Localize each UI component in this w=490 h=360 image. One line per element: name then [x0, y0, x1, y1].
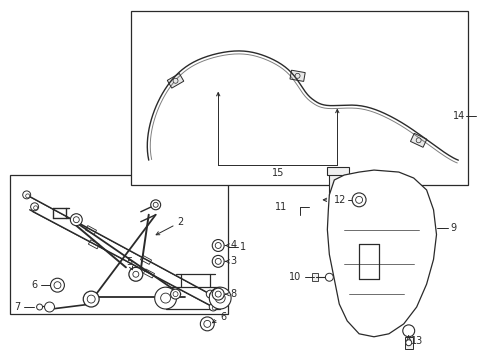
Circle shape [151, 200, 161, 210]
Circle shape [153, 202, 158, 207]
Circle shape [200, 317, 214, 331]
Circle shape [173, 292, 178, 297]
Bar [327, 167, 349, 175]
Circle shape [406, 340, 412, 346]
Bar [141, 255, 151, 265]
Circle shape [212, 239, 224, 251]
Circle shape [204, 320, 211, 327]
Polygon shape [411, 133, 427, 147]
Bar [88, 240, 99, 249]
Circle shape [215, 243, 221, 248]
Circle shape [54, 282, 61, 289]
Circle shape [74, 217, 79, 223]
Text: 10: 10 [289, 272, 301, 282]
Circle shape [212, 255, 224, 267]
Circle shape [416, 138, 421, 143]
Circle shape [215, 293, 225, 303]
Circle shape [209, 293, 213, 297]
Circle shape [403, 325, 415, 337]
Circle shape [37, 304, 43, 310]
Bar [166, 287, 220, 309]
Circle shape [45, 302, 54, 312]
Text: 13: 13 [411, 336, 423, 346]
Circle shape [206, 290, 214, 298]
Circle shape [25, 194, 30, 198]
Text: 15: 15 [271, 168, 284, 178]
Text: 12: 12 [334, 195, 346, 205]
Circle shape [352, 193, 366, 207]
Text: 6: 6 [31, 280, 38, 290]
Text: 5: 5 [126, 257, 132, 267]
Circle shape [209, 303, 217, 311]
Polygon shape [167, 73, 184, 88]
Bar [313, 273, 318, 281]
Circle shape [212, 306, 216, 310]
Circle shape [212, 288, 224, 300]
Text: 11: 11 [275, 202, 288, 212]
Text: 3: 3 [230, 256, 236, 266]
Circle shape [356, 196, 363, 203]
Text: 1: 1 [240, 243, 246, 252]
Bar [10, 175, 228, 314]
Circle shape [215, 258, 221, 264]
Circle shape [83, 291, 99, 307]
Polygon shape [290, 70, 305, 81]
Text: 7: 7 [15, 302, 21, 312]
Bar [131, 11, 468, 185]
Circle shape [173, 78, 178, 83]
Text: 4: 4 [230, 240, 236, 251]
Circle shape [215, 291, 221, 297]
Circle shape [129, 267, 143, 281]
Circle shape [50, 278, 64, 292]
Circle shape [325, 273, 333, 281]
Circle shape [161, 293, 171, 303]
Circle shape [171, 289, 180, 299]
Circle shape [209, 287, 231, 309]
Circle shape [23, 191, 31, 199]
Circle shape [31, 203, 39, 211]
Bar [405, 337, 413, 349]
Polygon shape [327, 170, 437, 337]
Circle shape [155, 287, 176, 309]
Bar [329, 173, 347, 195]
Bar [144, 269, 154, 278]
Text: 8: 8 [230, 289, 236, 299]
Text: 14: 14 [453, 111, 465, 121]
Bar [85, 226, 97, 235]
Circle shape [87, 295, 95, 303]
Text: 6: 6 [220, 312, 226, 322]
Circle shape [71, 214, 82, 226]
Circle shape [133, 271, 139, 277]
Circle shape [295, 73, 300, 78]
Text: 9: 9 [450, 222, 457, 233]
Text: 2: 2 [177, 217, 184, 227]
Circle shape [34, 206, 38, 210]
